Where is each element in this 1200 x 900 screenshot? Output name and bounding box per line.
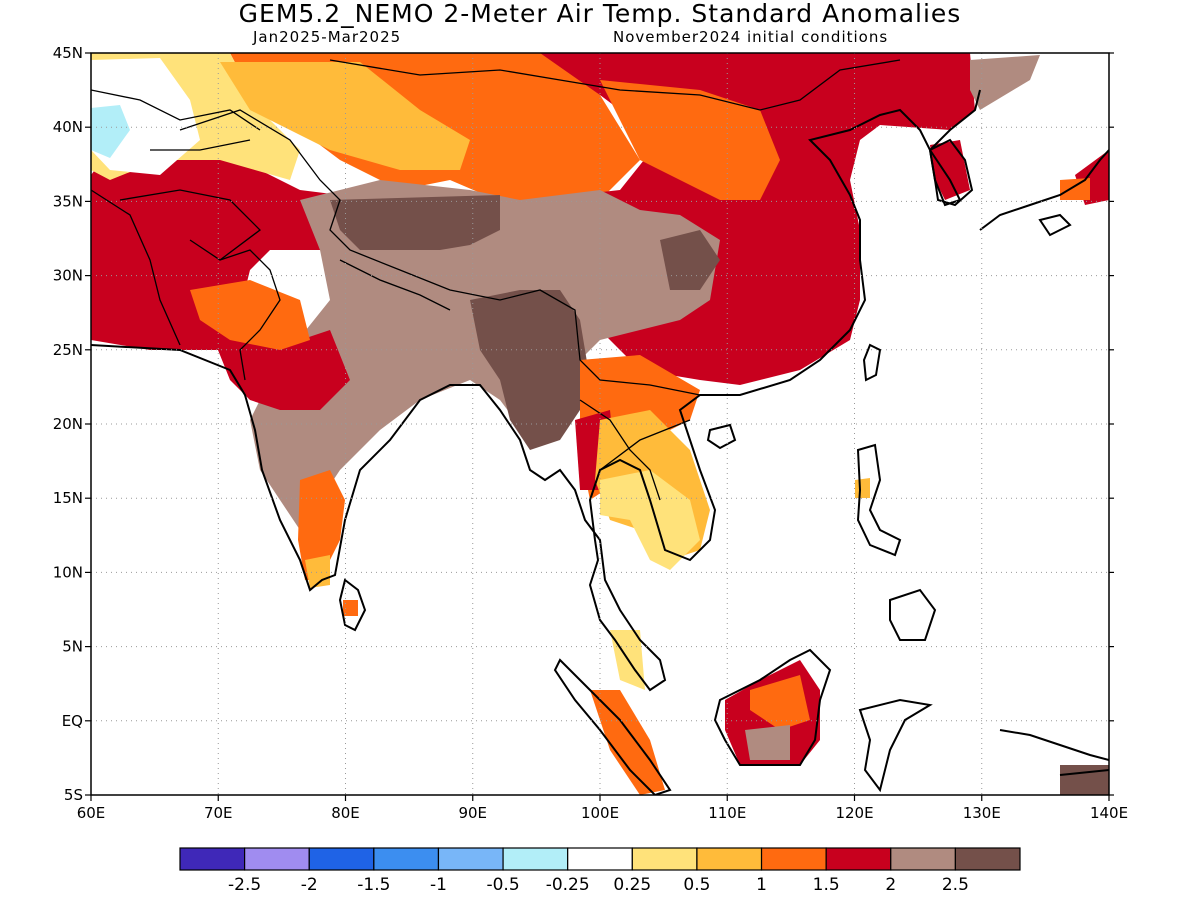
anomaly-region-cool-patch <box>91 105 130 158</box>
colorbar-swatch <box>825 847 892 871</box>
colorbar-label: -1.5 <box>357 875 390 895</box>
lon-label: 70E <box>204 804 233 822</box>
anomaly-region-indochina-light <box>600 470 700 570</box>
forecast-period: Jan2025-Mar2025 <box>253 28 402 46</box>
colorbar-swatch <box>696 847 763 871</box>
lat-label: 40N <box>53 118 83 136</box>
anomaly-region-japan-orange <box>1060 178 1090 200</box>
colorbar-swatch <box>437 847 504 871</box>
anomaly-region-philippines <box>855 478 870 498</box>
colorbar-swatch <box>308 847 375 871</box>
coastline-sri-lanka <box>338 578 367 632</box>
coastline-korea <box>928 138 974 207</box>
border-nepal <box>339 259 451 311</box>
lon-label: 130E <box>963 804 1001 822</box>
chart-title: GEM5.2_NEMO 2-Meter Air Temp. Standard A… <box>238 0 962 28</box>
border-iran <box>91 189 181 346</box>
lon-label: 140E <box>1090 804 1128 822</box>
lon-label: 110E <box>708 804 746 822</box>
anomaly-region-central-asia <box>91 140 340 350</box>
country-borders <box>91 59 901 501</box>
lat-label: 45N <box>53 44 83 62</box>
coastlines <box>91 89 1109 795</box>
border-afghanistan <box>119 189 261 261</box>
colorbar-label: 2 <box>885 875 896 895</box>
anomaly-region-china-dark <box>660 230 720 290</box>
coastline-luzon <box>856 443 902 557</box>
anomaly-region-pakistan <box>190 280 310 350</box>
colorbar-swatch <box>631 847 698 871</box>
anomaly-region-sri-lanka <box>343 600 358 616</box>
colorbar-swatch <box>373 847 440 871</box>
colorbar-swatch <box>179 847 246 871</box>
colorbar-swatch <box>502 847 569 871</box>
border-pakistan-india <box>189 239 281 381</box>
colorbar-swatch <box>760 847 827 871</box>
lon-label: 100E <box>581 804 619 822</box>
anomaly-region-tibet-dark <box>330 195 500 250</box>
lat-label: 10N <box>53 563 83 581</box>
colorbar-swatch <box>244 847 310 871</box>
colorbar-swatch <box>567 847 633 871</box>
border-china-west <box>179 109 701 396</box>
colorbar-label: 1 <box>756 875 767 895</box>
lon-label: 90E <box>458 804 487 822</box>
coastline-sulawesi <box>858 698 933 793</box>
lat-label: 5S <box>64 786 83 804</box>
lat-label: 5N <box>62 638 83 656</box>
lat-label: 30N <box>53 267 83 285</box>
lon-label: 60E <box>77 804 106 822</box>
lon-label: 80E <box>331 804 360 822</box>
colorbar-label: 2.5 <box>942 875 969 895</box>
lat-label: EQ <box>62 712 83 730</box>
colorbar-label: -0.25 <box>546 875 590 895</box>
anomaly-region-papua <box>1060 765 1109 795</box>
lat-label: 20N <box>53 415 83 433</box>
anomaly-shading <box>91 53 1109 795</box>
initial-conditions-label: November2024 initial conditions <box>613 28 889 46</box>
colorbar-label: 0.25 <box>613 875 651 895</box>
border-mongolia <box>329 59 901 111</box>
coastline-mainland <box>91 89 981 692</box>
coastline-sumatra <box>553 658 672 795</box>
colorbar-label: -1 <box>430 875 447 895</box>
border-central-asia <box>91 89 261 151</box>
lat-label: 35N <box>53 192 83 210</box>
lat-label: 25N <box>53 341 83 359</box>
colorbar: -2.5 -2 -1.5 -1 -0.5 -0.25 0.25 0.5 1 1.5 2 2.5 <box>179 847 1021 895</box>
anomaly-region-sumatra <box>590 690 665 795</box>
lat-label: 15N <box>53 489 83 507</box>
colorbar-label: 1.5 <box>813 875 840 895</box>
coastline-borneo <box>713 648 832 766</box>
colorbar-swatch <box>890 847 956 871</box>
colorbar-label: -0.5 <box>486 875 519 895</box>
coastline-taiwan <box>862 343 882 382</box>
lon-label: 120E <box>835 804 873 822</box>
coastline-japan <box>979 149 1109 237</box>
colorbar-label: -2.5 <box>228 875 261 895</box>
coastline-hainan <box>706 423 737 450</box>
anomaly-region-korea <box>930 140 970 200</box>
colorbar-swatch <box>954 847 1021 871</box>
coastline-mindanao <box>889 588 937 641</box>
anomaly-region-east-china-orange <box>600 80 780 200</box>
anomaly-region-manchuria <box>970 55 1040 110</box>
anomaly-region-northwest-mid <box>220 62 470 170</box>
anomaly-region-myanmar-dark <box>470 290 590 450</box>
anomaly-region-borneo-orange <box>750 675 810 730</box>
anomaly-region-india-south <box>298 470 345 580</box>
colorbar-label: -2 <box>301 875 318 895</box>
colorbar-label: 0.5 <box>683 875 710 895</box>
coastline-new-guinea <box>999 729 1109 776</box>
anomaly-region-borneo-brown <box>745 725 790 760</box>
